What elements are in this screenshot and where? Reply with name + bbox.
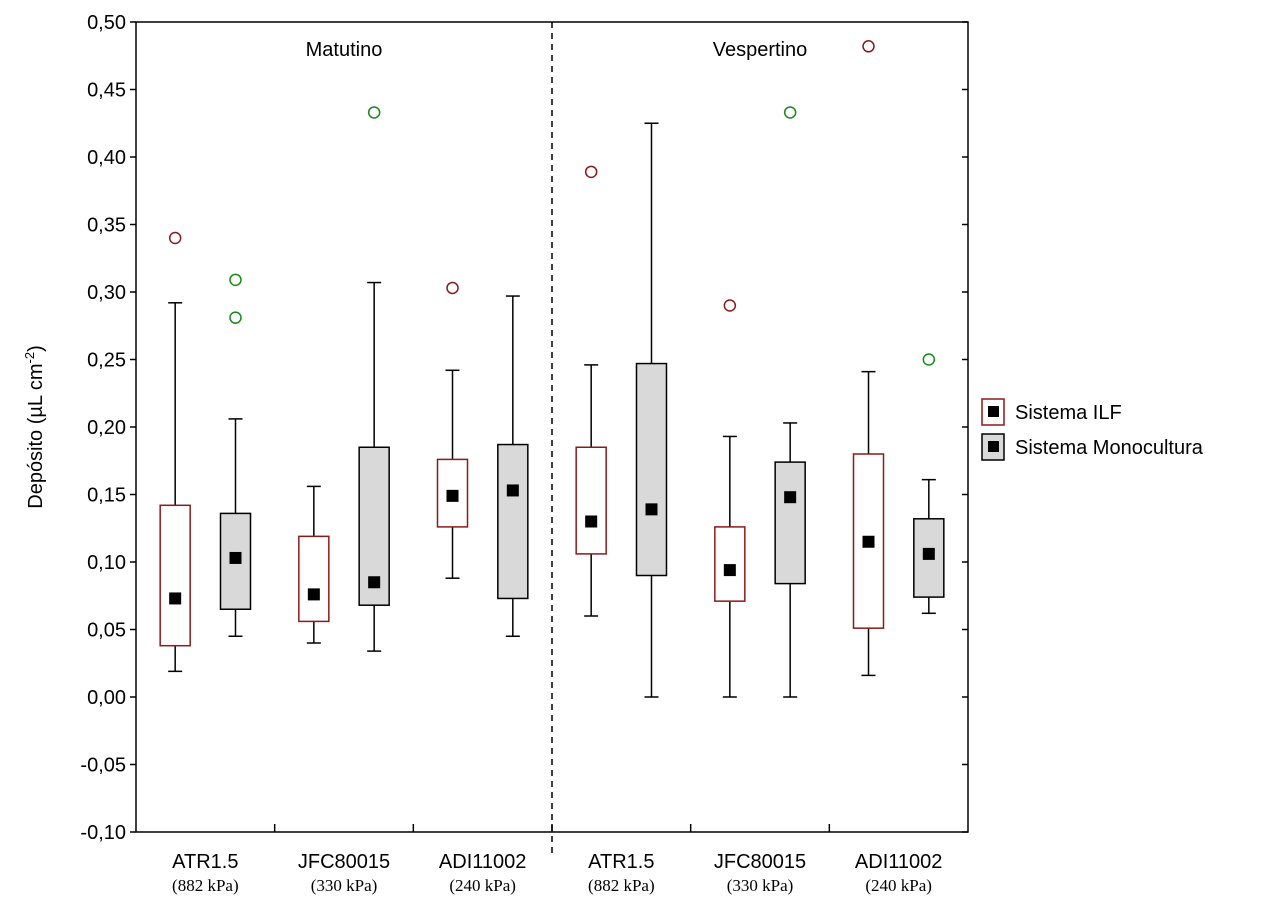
x-pressure-label: (330 kPa): [727, 876, 794, 895]
y-tick-label: 0,50: [87, 12, 126, 34]
median-marker: [922, 547, 935, 560]
outlier-point: [367, 106, 381, 119]
median-marker: [229, 551, 242, 564]
y-tick-label: -0,05: [80, 755, 126, 777]
x-category-label: ADI11002: [439, 851, 526, 873]
outlier-point: [723, 299, 737, 312]
median-marker: [169, 592, 182, 605]
box-iqr: [497, 443, 529, 600]
outlier-point: [168, 231, 182, 245]
y-tick-label: 0,35: [87, 215, 126, 237]
box-monocultura: [635, 122, 668, 698]
median-marker: [645, 503, 658, 516]
period-label-vespertino: Vespertino: [713, 39, 808, 61]
box-iqr: [714, 526, 746, 602]
legend-swatch-marker: [988, 406, 999, 417]
box-monocultura: [913, 353, 945, 615]
box-ilf: [436, 281, 469, 579]
legend: Sistema ILF Sistema Monocultura: [981, 398, 1204, 461]
outlier-point: [229, 273, 242, 287]
box-ilf: [298, 485, 330, 644]
median-marker: [784, 491, 797, 504]
y-tick-label: 0,20: [87, 417, 126, 439]
x-pressure-label: (330 kPa): [311, 876, 378, 895]
outlier-point: [922, 353, 936, 366]
x-pressure-label: (240 kPa): [865, 876, 932, 895]
box-monocultura: [497, 295, 529, 637]
outlier-point: [446, 281, 459, 295]
x-category-label: ATR1.5: [588, 851, 654, 873]
x-category-label: JFC80015: [298, 851, 390, 873]
y-tick-label: 0,10: [87, 552, 126, 574]
box-iqr: [358, 446, 390, 606]
y-tick-label: -0,10: [80, 822, 126, 844]
box-ilf: [852, 40, 885, 677]
x-pressure-label: (882 kPa): [588, 876, 655, 895]
median-marker: [723, 564, 736, 577]
box-ilf: [575, 165, 607, 617]
box-iqr: [298, 535, 330, 623]
legend-swatch-marker: [988, 441, 999, 452]
chart-labels: Matutino Vespertino ATR1.5 (882 kPa) JFC8001…: [22, 39, 942, 895]
y-tick-label: 0,05: [87, 620, 126, 642]
box-iqr: [774, 461, 806, 585]
x-category-label: ATR1.5: [172, 851, 238, 873]
box-iqr: [159, 504, 191, 647]
legend-label: Sistema Monocultura: [1015, 437, 1204, 459]
median-marker: [446, 489, 459, 502]
box-monocultura: [219, 273, 252, 637]
median-marker: [307, 588, 320, 601]
outlier-point: [862, 40, 875, 53]
y-tick-label: 0,00: [87, 687, 126, 709]
median-marker: [862, 535, 875, 548]
outlier-point: [229, 311, 242, 324]
outlier-point: [783, 106, 797, 119]
median-marker: [506, 484, 519, 497]
y-tick-label: 0,15: [87, 485, 126, 507]
y-tick-label: 0,40: [87, 147, 126, 169]
x-category-label: ADI11002: [855, 851, 942, 873]
outlier-point: [584, 165, 598, 179]
legend-label: Sistema ILF: [1015, 402, 1122, 424]
period-label-matutino: Matutino: [306, 39, 383, 61]
box-ilf: [159, 231, 191, 673]
box-series: [159, 40, 945, 698]
x-category-label: JFC80015: [714, 851, 806, 873]
box-monocultura: [774, 106, 806, 698]
axes: -0,10 -0,05 0,00 0,05 0,10 0,15 0,20 0,25 0,30 0,…: [80, 12, 969, 856]
box-ilf: [714, 299, 746, 698]
y-tick-label: 0,45: [87, 80, 126, 102]
box-iqr: [635, 362, 668, 577]
y-axis-title: Depósito (µL cm-2): [22, 345, 47, 509]
x-pressure-label: (240 kPa): [449, 876, 516, 895]
median-marker: [368, 576, 381, 589]
box-monocultura: [358, 106, 390, 652]
y-tick-label: 0,25: [87, 350, 126, 372]
box-iqr: [575, 446, 607, 555]
median-marker: [585, 515, 598, 528]
x-pressure-label: (882 kPa): [172, 876, 239, 895]
y-tick-label: 0,30: [87, 282, 126, 304]
